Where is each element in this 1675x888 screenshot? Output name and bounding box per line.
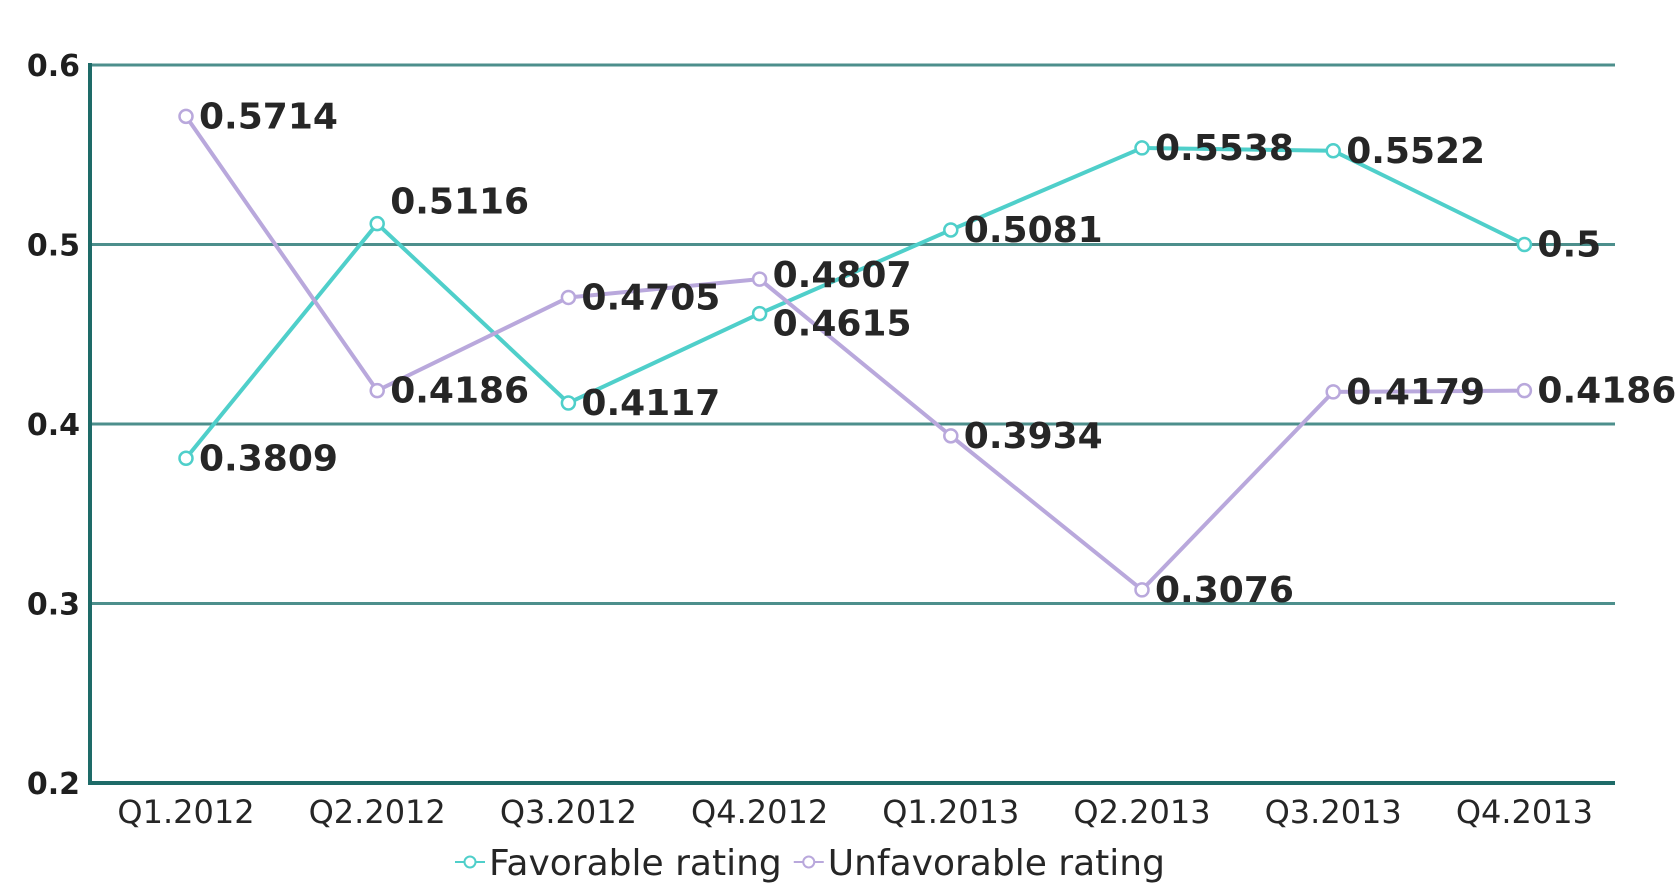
unfavorable-rating-point	[178, 108, 194, 125]
legend-item-unfavorable: Unfavorable rating	[793, 843, 1165, 884]
x-tick-label: Q4.2013	[1456, 793, 1593, 831]
unfavorable-rating-point	[369, 382, 385, 399]
unfavorable-rating-point	[1134, 582, 1150, 598]
favorable-rating-point	[943, 222, 959, 238]
unfavorable-rating-point	[560, 289, 577, 306]
x-axis-ticks: Q1.2012 Q2.2012 Q3.2012 Q4.2012 Q1.2013 Q2.20…	[117, 793, 1593, 831]
favorable-rating-data-label: 0.5538	[1155, 128, 1294, 169]
legend-label: Unfavorable rating	[828, 843, 1165, 884]
unfavorable-rating-data-label: 0.4186	[390, 371, 529, 412]
favorable-rating-point	[1325, 143, 1341, 159]
axes	[88, 63, 1615, 785]
legend-marker-icon	[802, 855, 816, 869]
x-tick-label: Q3.2012	[500, 793, 637, 831]
x-tick-label: Q3.2013	[1265, 793, 1402, 831]
y-tick-label: 0.5	[27, 229, 80, 264]
legend-marker-icon	[463, 855, 477, 869]
x-tick-label: Q2.2013	[1073, 793, 1210, 831]
unfavorable-rating-data-label: 0.4705	[581, 277, 720, 318]
favorable-rating-point	[178, 450, 194, 467]
favorable-rating-point	[751, 305, 768, 322]
legend-item-favorable: Favorable rating	[455, 843, 782, 884]
unfavorable-rating-data-label: 0.5714	[199, 96, 338, 137]
favorable-rating-data-label: 0.3809	[199, 438, 338, 479]
unfavorable-rating-data-label: 0.4186	[1537, 371, 1675, 412]
unfavorable-rating-data-label: 0.4179	[1346, 372, 1485, 413]
favorable-rating-line	[184, 145, 1526, 460]
favorable-rating-point	[560, 395, 577, 411]
y-tick-label: 0.2	[27, 767, 80, 802]
legend: Favorable rating Unfavorable rating	[455, 843, 1165, 884]
unfavorable-rating-data-label: 0.3076	[1155, 570, 1294, 611]
data-labels: 0.3809 0.5116 0.4117 0.4615 0.5081 0.5538 0.55…	[199, 96, 1675, 611]
series-lines	[178, 108, 1533, 598]
favorable-rating-data-label: 0.4615	[773, 304, 912, 345]
unfavorable-rating-data-label: 0.3934	[964, 416, 1103, 457]
favorable-rating-data-label: 0.5522	[1346, 131, 1485, 172]
unfavorable-rating-point	[943, 428, 959, 444]
legend-label: Favorable rating	[489, 843, 782, 884]
x-tick-label: Q1.2013	[882, 793, 1019, 831]
favorable-rating-data-label: 0.5	[1537, 225, 1601, 266]
unfavorable-rating-data-label: 0.4807	[773, 255, 912, 296]
y-tick-label: 0.6	[27, 49, 80, 84]
favorable-rating-data-label: 0.5116	[390, 182, 529, 223]
favorable-rating-data-label: 0.4117	[581, 383, 720, 424]
x-tick-label: Q4.2012	[691, 793, 828, 831]
x-tick-label: Q2.2012	[309, 793, 446, 831]
favorable-rating-point	[1516, 236, 1533, 253]
y-tick-label: 0.3	[27, 588, 80, 623]
y-axis-ticks: 0.2 0.3 0.4 0.5 0.6	[27, 49, 80, 802]
unfavorable-rating-point	[1516, 382, 1533, 399]
favorable-rating-data-label: 0.5081	[964, 210, 1103, 251]
favorable-rating-point	[369, 215, 385, 232]
favorable-rating-point	[1134, 140, 1150, 156]
y-tick-label: 0.4	[27, 408, 80, 443]
unfavorable-rating-point	[1325, 384, 1341, 400]
unfavorable-rating-point	[751, 271, 768, 287]
unfavorable-rating-line	[184, 115, 1525, 592]
gridlines	[90, 63, 1615, 605]
x-tick-label: Q1.2012	[117, 793, 254, 831]
